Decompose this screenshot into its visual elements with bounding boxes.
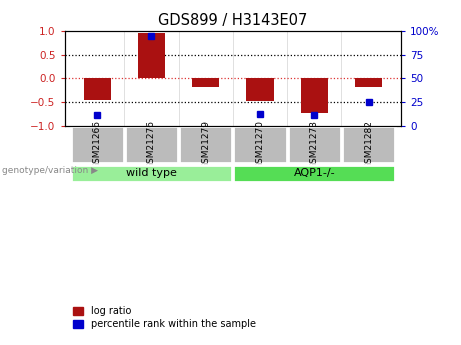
Bar bbox=[71, 126, 124, 164]
Bar bbox=[138, 33, 165, 79]
Bar bbox=[233, 126, 287, 164]
Bar bbox=[288, 126, 341, 164]
Text: GSM21273: GSM21273 bbox=[310, 120, 319, 169]
Text: GSM21279: GSM21279 bbox=[201, 120, 210, 169]
Bar bbox=[71, 165, 232, 182]
Text: wild type: wild type bbox=[126, 168, 177, 178]
Text: GSM21266: GSM21266 bbox=[93, 120, 101, 169]
Text: GSM21270: GSM21270 bbox=[255, 120, 265, 169]
Text: genotype/variation ▶: genotype/variation ▶ bbox=[2, 166, 98, 175]
Text: GSM21276: GSM21276 bbox=[147, 120, 156, 169]
Bar bbox=[179, 126, 232, 164]
Text: AQP1-/-: AQP1-/- bbox=[293, 168, 335, 178]
Bar bbox=[301, 79, 328, 112]
Legend: log ratio, percentile rank within the sample: log ratio, percentile rank within the sa… bbox=[70, 303, 260, 333]
Bar bbox=[83, 79, 111, 100]
Bar bbox=[342, 126, 395, 164]
Bar bbox=[233, 165, 395, 182]
Bar bbox=[192, 79, 219, 87]
Bar bbox=[125, 126, 178, 164]
Text: GSM21282: GSM21282 bbox=[364, 120, 373, 169]
Bar bbox=[246, 79, 273, 101]
Title: GDS899 / H3143E07: GDS899 / H3143E07 bbox=[158, 13, 307, 29]
Bar bbox=[355, 79, 382, 87]
